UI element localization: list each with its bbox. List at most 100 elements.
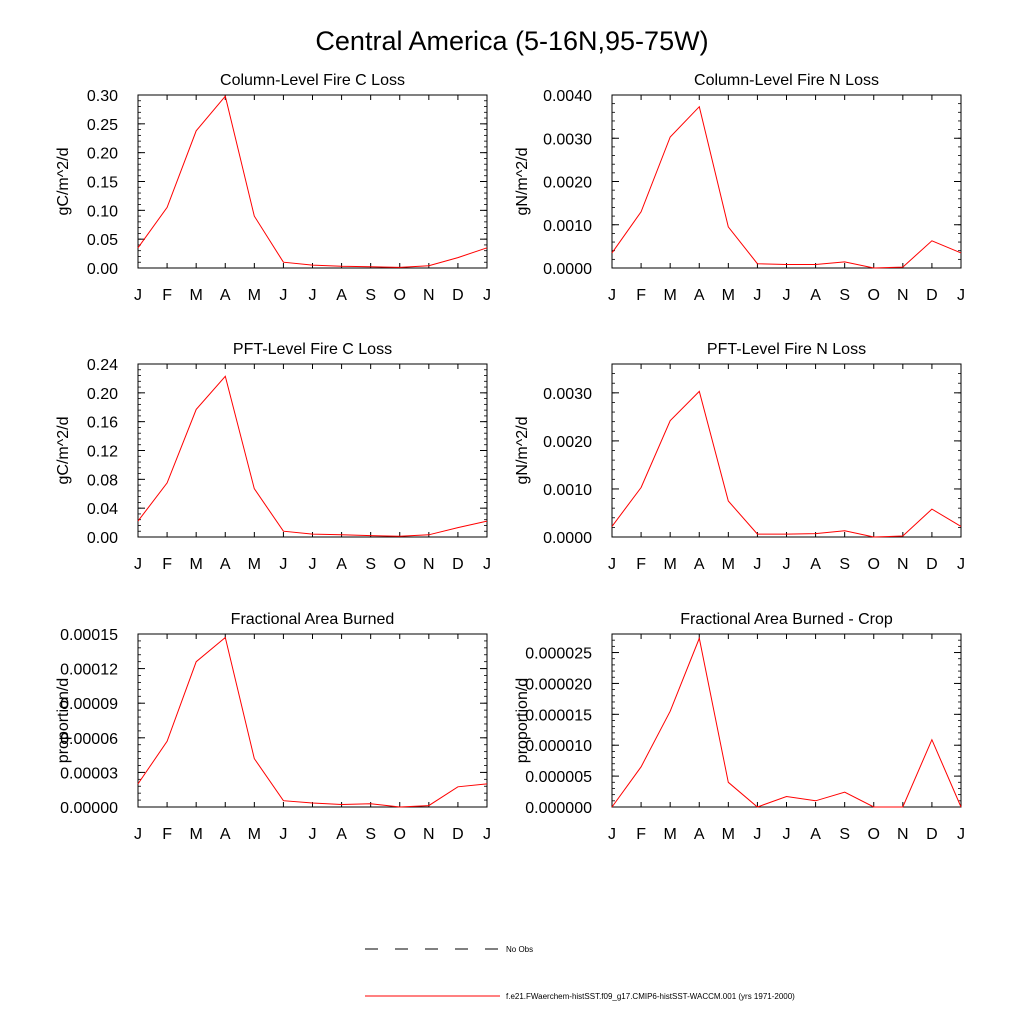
x-tick-label: M <box>248 287 261 304</box>
x-tick-label: F <box>636 556 646 573</box>
y-tick-label: 0.000015 <box>525 707 592 724</box>
y-axis-label: proportion/d <box>55 678 72 763</box>
y-tick-label: 0.30 <box>87 88 118 105</box>
y-tick-label: 0.0030 <box>543 131 592 148</box>
y-tick-label: 0.16 <box>87 415 118 432</box>
x-tick-label: M <box>722 826 735 843</box>
x-tick-label: D <box>452 287 464 304</box>
x-tick-label: J <box>753 287 761 304</box>
x-tick-label: N <box>423 287 435 304</box>
plot-frame <box>137 633 488 808</box>
y-tick-label: 0.24 <box>87 357 118 374</box>
x-tick-label: S <box>365 287 376 304</box>
x-tick-label: J <box>309 287 317 304</box>
y-tick-label: 0.0000 <box>543 261 592 278</box>
x-tick-label: D <box>926 556 938 573</box>
y-tick-label: 0.000020 <box>525 676 592 693</box>
y-tick-label: 0.0000 <box>543 530 592 547</box>
x-tick-label: A <box>694 556 705 573</box>
x-tick-label: J <box>483 287 491 304</box>
x-tick-label: F <box>162 556 172 573</box>
x-tick-label: N <box>423 826 435 843</box>
x-tick-label: F <box>636 826 646 843</box>
x-tick-label: M <box>722 556 735 573</box>
plot-frame <box>611 94 962 269</box>
x-tick-label: A <box>220 556 231 573</box>
panel-title: Column-Level Fire N Loss <box>694 72 879 89</box>
x-tick-label: J <box>279 556 287 573</box>
x-tick-label: J <box>134 826 142 843</box>
series-line <box>137 636 488 808</box>
panel-title: PFT-Level Fire N Loss <box>707 341 866 358</box>
y-tick-label: 0.000005 <box>525 769 592 786</box>
x-tick-label: J <box>483 826 491 843</box>
y-tick-label: 0.15 <box>87 175 118 192</box>
legend-label-case: f.e21.FWaerchem-histSST.f09_g17.CMIP6-hi… <box>506 992 795 1001</box>
y-tick-label: 0.10 <box>87 203 118 220</box>
x-tick-label: D <box>452 556 464 573</box>
series-line <box>611 636 962 808</box>
x-tick-label: D <box>926 826 938 843</box>
x-tick-label: F <box>636 287 646 304</box>
y-axis-label: gC/m^2/d <box>55 148 72 216</box>
x-tick-label: N <box>897 287 909 304</box>
y-tick-label: 0.04 <box>87 501 118 518</box>
y-tick-label: 0.20 <box>87 146 118 163</box>
x-tick-label: M <box>190 826 203 843</box>
x-tick-label: D <box>926 287 938 304</box>
y-tick-label: 0.00006 <box>60 731 118 748</box>
y-tick-label: 0.00000 <box>60 800 118 817</box>
y-tick-label: 0.00009 <box>60 696 118 713</box>
x-tick-label: A <box>336 287 347 304</box>
x-tick-label: J <box>957 826 965 843</box>
x-tick-label: J <box>134 556 142 573</box>
panel-title: PFT-Level Fire C Loss <box>233 341 392 358</box>
x-tick-label: M <box>190 556 203 573</box>
x-tick-label: S <box>365 556 376 573</box>
x-tick-label: A <box>336 556 347 573</box>
x-tick-label: J <box>279 287 287 304</box>
legend: No Obs f.e21.FWaerchem-histSST.f09_g17.C… <box>365 945 795 1001</box>
x-tick-label: J <box>957 556 965 573</box>
x-tick-label: N <box>897 556 909 573</box>
x-tick-label: J <box>783 556 791 573</box>
y-axis-label: gC/m^2/d <box>55 417 72 485</box>
y-axis-label: gN/m^2/d <box>514 148 531 216</box>
x-tick-label: J <box>483 556 491 573</box>
y-tick-label: 0.000010 <box>525 738 592 755</box>
series-line <box>611 390 962 538</box>
x-tick-label: J <box>783 287 791 304</box>
plot-frame <box>611 363 962 538</box>
x-tick-label: J <box>134 287 142 304</box>
y-tick-label: 0.00003 <box>60 765 118 782</box>
y-tick-label: 0.0020 <box>543 175 592 192</box>
y-tick-label: 0.00015 <box>60 627 118 644</box>
x-tick-label: A <box>810 826 821 843</box>
x-tick-label: S <box>839 287 850 304</box>
x-tick-label: S <box>365 826 376 843</box>
legend-label-no-obs: No Obs <box>506 945 533 954</box>
y-tick-label: 0.0010 <box>543 482 592 499</box>
plot-frame <box>137 363 488 538</box>
series-line <box>137 95 488 268</box>
y-tick-label: 0.12 <box>87 444 118 461</box>
y-tick-label: 0.0020 <box>543 434 592 451</box>
x-tick-label: F <box>162 287 172 304</box>
x-tick-label: O <box>394 826 406 843</box>
figure-title: Central America (5-16N,95-75W) <box>315 26 708 56</box>
y-tick-label: 0.00 <box>87 261 118 278</box>
x-tick-label: D <box>452 826 464 843</box>
x-tick-label: N <box>423 556 435 573</box>
x-tick-label: J <box>309 826 317 843</box>
x-tick-label: O <box>868 556 880 573</box>
x-tick-label: M <box>664 556 677 573</box>
x-tick-label: M <box>722 287 735 304</box>
x-tick-label: M <box>190 287 203 304</box>
y-tick-label: 0.000000 <box>525 800 592 817</box>
